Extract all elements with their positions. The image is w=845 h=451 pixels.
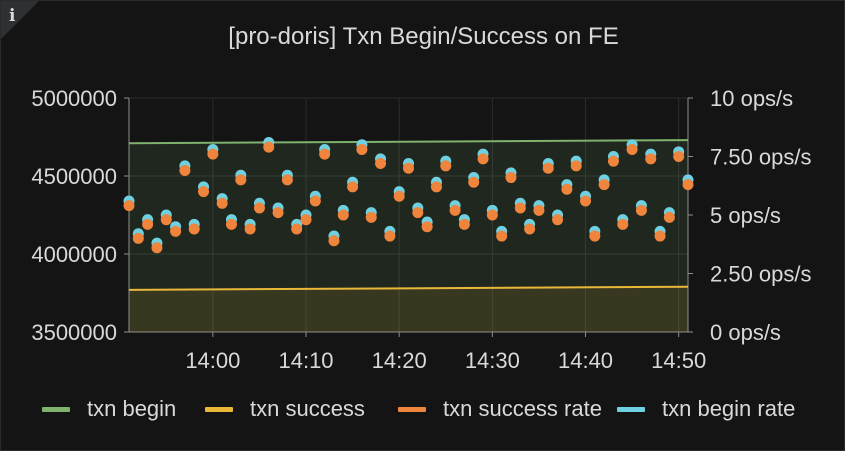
data-point-txn-success-rate <box>514 202 526 214</box>
data-point-txn-success-rate <box>626 143 638 155</box>
legend-label: txn success rate <box>443 396 602 421</box>
x-tick-label: 14:50 <box>651 348 706 373</box>
series-line-txn-begin <box>128 139 689 145</box>
data-point-txn-success-rate <box>393 190 405 202</box>
data-point-txn-success-rate <box>449 204 461 216</box>
y-left-tick-label: 3500000 <box>31 320 117 345</box>
data-point-txn-success-rate <box>533 204 545 216</box>
data-point-txn-success-rate <box>216 197 228 209</box>
info-corner <box>1 1 39 39</box>
data-point-txn-success-rate <box>272 207 284 219</box>
x-tick-label: 14:10 <box>278 348 333 373</box>
chart-legend: txn begin txn success txn success rate txn … <box>0 395 845 425</box>
x-tick-label: 14:40 <box>558 348 613 373</box>
x-tick-label: 14:00 <box>185 348 240 373</box>
data-point-txn-success-rate <box>347 181 359 193</box>
data-point-txn-success-rate <box>309 195 321 207</box>
legend-swatch <box>617 407 645 412</box>
data-point-txn-success-rate <box>412 207 424 219</box>
data-point-txn-success-rate <box>151 242 163 254</box>
data-point-txn-success-rate <box>179 165 191 177</box>
x-tick-label: 14:20 <box>372 348 427 373</box>
legend-label: txn begin <box>87 396 177 421</box>
y-right-tick-label: 2.50 ops/s <box>710 262 812 287</box>
data-point-txn-success-rate <box>645 153 657 165</box>
data-point-txn-success-rate <box>430 181 442 193</box>
data-point-txn-success-rate <box>319 148 331 160</box>
y-right-tick-label: 0 ops/s <box>710 320 781 345</box>
series-area-txn-success <box>129 286 688 332</box>
data-point-txn-success-rate <box>384 230 396 242</box>
data-point-txn-success-rate <box>486 209 498 221</box>
legend-swatch <box>42 407 70 412</box>
data-point-txn-success-rate <box>160 214 172 226</box>
data-point-txn-success-rate <box>207 148 219 160</box>
data-point-txn-success-rate <box>617 218 629 230</box>
data-point-txn-success-rate <box>188 223 200 235</box>
data-point-txn-success-rate <box>505 172 517 184</box>
series-line-txn-success <box>128 285 689 291</box>
data-point-txn-success-rate <box>142 218 154 230</box>
data-point-txn-success-rate <box>291 223 303 235</box>
data-point-txn-success-rate <box>561 183 573 195</box>
y-left-tick-label: 5000000 <box>31 86 117 111</box>
data-point-txn-success-rate <box>673 151 685 162</box>
data-point-txn-success-rate <box>524 223 536 235</box>
data-point-txn-success-rate <box>337 209 349 221</box>
y-right-tick-label: 10 ops/s <box>710 86 793 111</box>
data-point-txn-success-rate <box>356 143 368 155</box>
x-tick-label: 14:30 <box>465 348 520 373</box>
data-point-txn-success-rate <box>570 160 582 172</box>
legend-label: txn success <box>250 396 365 421</box>
data-point-txn-success-rate <box>198 186 210 198</box>
data-point-txn-success-rate <box>225 218 237 230</box>
data-point-txn-success-rate <box>552 214 564 226</box>
data-point-txn-success-rate <box>654 230 666 242</box>
series-area-txn-begin <box>129 140 688 332</box>
legend-swatch <box>398 407 426 412</box>
y-right-tick-label: 5 ops/s <box>710 203 781 228</box>
data-point-txn-success-rate <box>580 195 592 207</box>
data-point-txn-success-rate <box>170 225 182 237</box>
data-point-txn-success-rate <box>263 141 275 153</box>
data-point-txn-success-rate <box>663 211 675 223</box>
data-point-txn-success-rate <box>253 202 265 214</box>
legend-label: txn begin rate <box>662 396 796 421</box>
legend-swatch <box>205 407 233 412</box>
y-right-tick-label: 7.50 ops/s <box>710 145 812 170</box>
data-point-txn-success-rate <box>468 176 480 188</box>
y-left-tick-label: 4000000 <box>31 242 117 267</box>
data-point-txn-success-rate <box>589 230 601 242</box>
data-point-txn-success-rate <box>132 232 144 244</box>
data-point-txn-success-rate <box>403 162 414 174</box>
data-point-txn-success-rate <box>300 214 312 226</box>
data-point-txn-success-rate <box>598 179 610 191</box>
data-point-txn-success-rate <box>123 200 135 212</box>
panel-title: [pro-doris] Txn Begin/Success on FE <box>228 23 619 50</box>
data-point-txn-success-rate <box>375 158 387 170</box>
data-point-txn-success-rate <box>682 179 694 191</box>
data-point-txn-success-rate <box>477 153 489 165</box>
y-left-tick-label: 4500000 <box>31 164 117 189</box>
data-point-txn-success-rate <box>458 218 470 230</box>
data-point-txn-success-rate <box>235 174 247 186</box>
data-point-txn-success-rate <box>365 211 377 223</box>
data-point-txn-success-rate <box>635 204 647 216</box>
data-point-txn-success-rate <box>421 221 433 233</box>
data-point-txn-success-rate <box>281 174 293 186</box>
data-point-txn-success-rate <box>244 223 256 235</box>
data-point-txn-success-rate <box>607 155 619 167</box>
data-point-txn-success-rate <box>440 160 452 172</box>
data-point-txn-success-rate <box>496 230 508 242</box>
data-point-txn-success-rate <box>542 162 554 174</box>
info-icon[interactable]: i <box>9 6 16 26</box>
data-point-txn-success-rate <box>328 235 340 247</box>
